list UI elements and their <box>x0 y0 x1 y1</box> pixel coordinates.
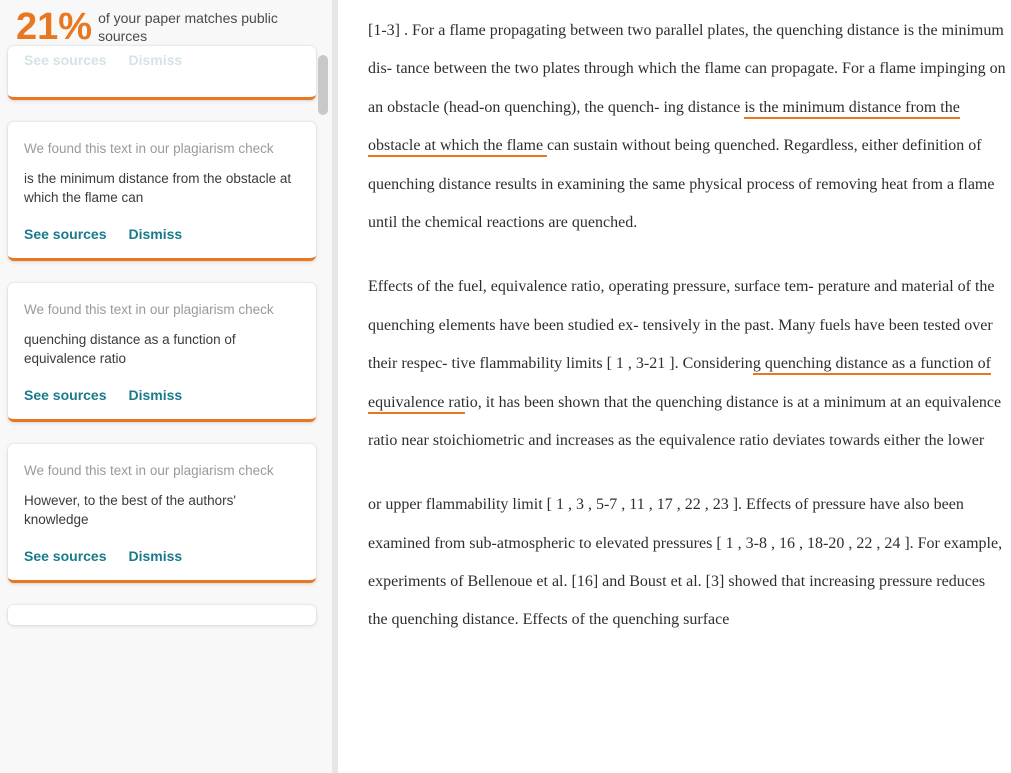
faded-actions: See sources Dismiss <box>24 52 300 68</box>
card-body: is the minimum distance from the obstacl… <box>24 170 300 208</box>
document-paragraph: or upper flammability limit [ 1 , 3 , 5-… <box>368 486 1007 640</box>
card-body: quenching distance as a function of equi… <box>24 331 300 369</box>
card-actions: See sources Dismiss <box>24 548 300 564</box>
card-body: However, to the best of the authors' kno… <box>24 492 300 530</box>
plagiarism-card[interactable]: We found this text in our plagiarism che… <box>8 122 316 261</box>
match-subtitle: of your paper matches public sources <box>98 8 316 45</box>
see-sources-link[interactable]: See sources <box>24 387 107 403</box>
document-paragraph: [1-3] . For a flame propagating between … <box>368 12 1007 242</box>
card-header: We found this text in our plagiarism che… <box>24 140 300 158</box>
document-pane: [1-3] . For a flame propagating between … <box>338 0 1011 773</box>
scrollbar-thumb[interactable] <box>318 55 328 115</box>
plagiarism-card-collapsed: See sources Dismiss <box>8 46 316 100</box>
match-percent: 21% <box>16 8 92 46</box>
card-header: We found this text in our plagiarism che… <box>24 462 300 480</box>
plagiarism-card[interactable]: We found this text in our plagiarism che… <box>8 444 316 583</box>
plagiarism-card[interactable]: We found this text in our plagiarism che… <box>8 283 316 422</box>
see-sources-link[interactable]: See sources <box>24 226 107 242</box>
card-actions: See sources Dismiss <box>24 226 300 242</box>
dismiss-link[interactable]: Dismiss <box>129 387 183 403</box>
dismiss-faded: Dismiss <box>129 52 183 68</box>
see-sources-faded: See sources <box>24 52 107 68</box>
see-sources-link[interactable]: See sources <box>24 548 107 564</box>
plagiarism-sidebar: 21% of your paper matches public sources… <box>0 0 332 773</box>
card-actions: See sources Dismiss <box>24 387 300 403</box>
dismiss-link[interactable]: Dismiss <box>129 548 183 564</box>
plagiarism-card-peek[interactable] <box>8 605 316 625</box>
card-header: We found this text in our plagiarism che… <box>24 301 300 319</box>
document-paragraph: Effects of the fuel, equivalence ratio, … <box>368 268 1007 460</box>
dismiss-link[interactable]: Dismiss <box>129 226 183 242</box>
